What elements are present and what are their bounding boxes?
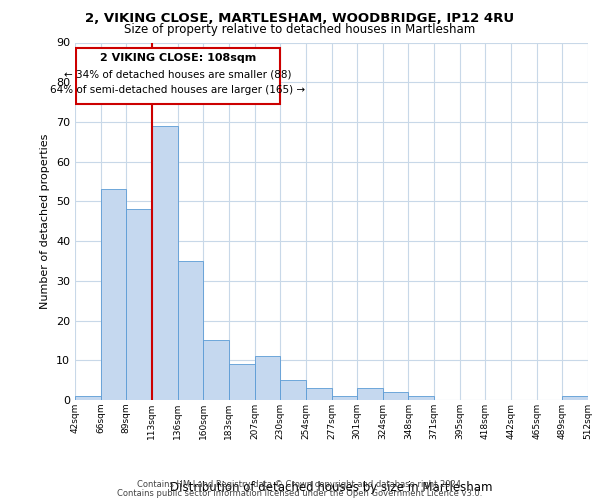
Text: Contains public sector information licensed under the Open Government Licence v3: Contains public sector information licen… [118,488,482,498]
Bar [203,340,229,400]
Text: Contains HM Land Registry data © Crown copyright and database right 2024.: Contains HM Land Registry data © Crown c… [137,480,463,489]
Text: 2 VIKING CLOSE: 108sqm: 2 VIKING CLOSE: 108sqm [100,54,256,64]
Text: ← 34% of detached houses are smaller (88): ← 34% of detached houses are smaller (88… [64,70,292,80]
Bar [383,392,409,400]
Bar [254,356,280,400]
Text: 64% of semi-detached houses are larger (165) →: 64% of semi-detached houses are larger (… [50,85,305,95]
Bar [357,388,383,400]
X-axis label: Distribution of detached houses by size in Martlesham: Distribution of detached houses by size … [170,481,493,494]
Bar [75,396,101,400]
Bar [409,396,434,400]
Bar [101,190,127,400]
Text: Size of property relative to detached houses in Martlesham: Size of property relative to detached ho… [124,22,476,36]
FancyBboxPatch shape [76,48,280,104]
Bar [306,388,331,400]
Bar [229,364,254,400]
Bar [178,261,203,400]
Bar [562,396,588,400]
Text: 2, VIKING CLOSE, MARTLESHAM, WOODBRIDGE, IP12 4RU: 2, VIKING CLOSE, MARTLESHAM, WOODBRIDGE,… [85,12,515,26]
Bar [280,380,306,400]
Y-axis label: Number of detached properties: Number of detached properties [40,134,50,309]
Bar [331,396,357,400]
Bar [127,210,152,400]
Bar [152,126,178,400]
